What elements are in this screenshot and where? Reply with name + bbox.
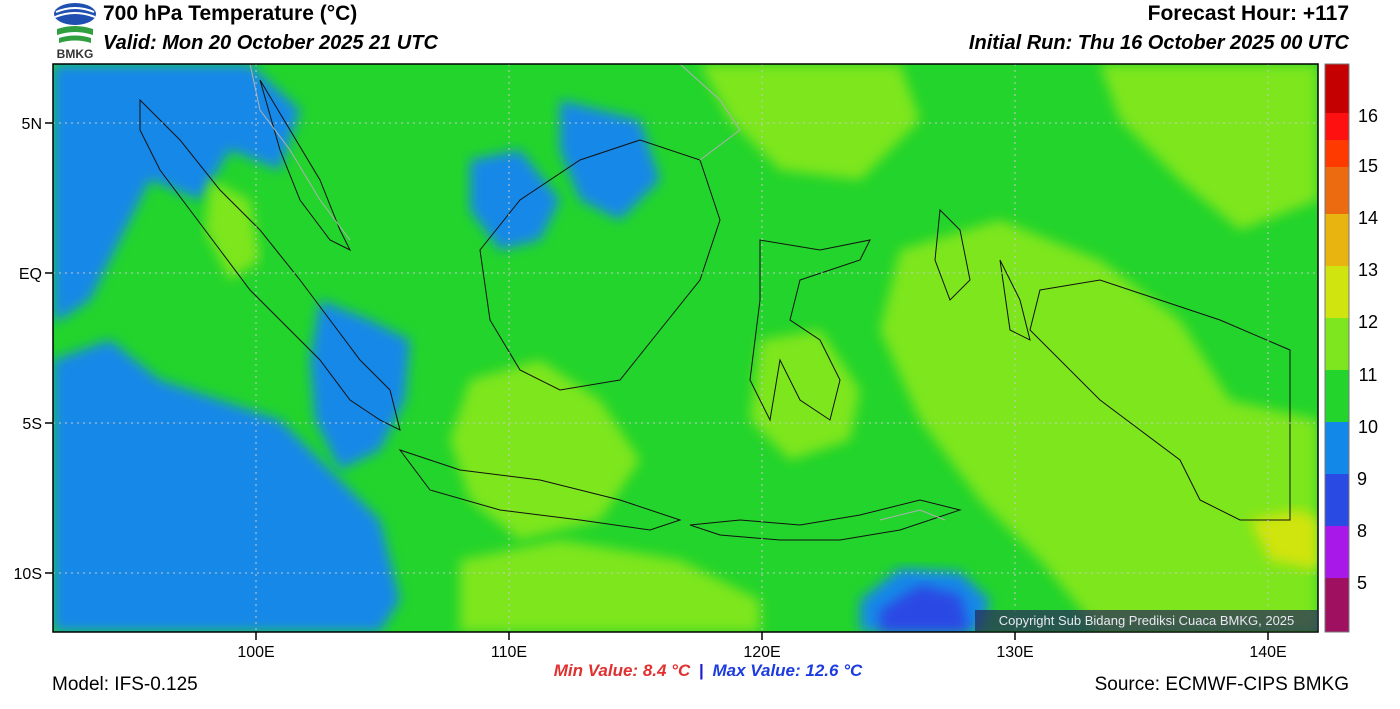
colorbar-label-5: 5 [1357,573,1367,593]
colorbar-band-12 [1325,578,1349,632]
cold-region-sumatra-sea [310,300,410,470]
coast-sulawesi [749,239,871,422]
coast-halmahera [999,259,1031,341]
colorbar-band-5 [1325,214,1349,266]
chart-title: 700 hPa Temperature (°C) [103,2,358,25]
colder-region-timor [880,585,970,632]
lat-label-10s: 10S [14,566,42,583]
coastlines [139,79,1291,541]
warm-region-java-sea [450,360,640,540]
colorbar-label-9: 9 [1357,469,1367,489]
lat-label-5n: 5N [22,116,42,133]
border-indochina [249,64,351,241]
source-label: Source: ECMWF-CIPS BMKG [1094,674,1349,695]
lat-label-5s: 5S [22,416,42,433]
min-max-values: Min Value: 8.4 °C | Max Value: 12.6 °C [0,661,1400,681]
warm-region-east [880,220,1318,632]
colorbar-label-8: 8 [1357,521,1367,541]
forecast-hour: Forecast Hour: +117 [1147,2,1349,25]
colorbar-band-2 [1325,113,1349,140]
colorbar-band-6 [1325,266,1349,318]
map-frame [52,63,1319,633]
lon-label-100e: 100E [237,644,274,661]
cold-region-southwest [53,340,400,632]
lon-label-130e: 130E [996,644,1033,661]
colorbar-frame [1324,63,1350,633]
coast-sumatra [139,98,401,431]
lat-label-eq: EQ [19,266,42,283]
valid-time: Valid: Mon 20 October 2025 21 UTC [103,32,438,54]
coast-java [398,449,682,531]
cold-region-west [53,64,300,320]
colorbar-label-14: 14 [1358,208,1378,228]
border-philippines [679,64,741,161]
warm-region-east-top [1100,64,1318,230]
cold-region-north-borneo [470,150,560,250]
coast-borneo [479,139,721,391]
lon-label-140e: 140E [1249,644,1286,661]
min-value: Min Value: 8.4 °C [553,661,691,680]
colorbar-band-10 [1325,474,1349,526]
warm-region-south-java [460,540,760,632]
colorbar-band-9 [1325,422,1349,474]
colorbar-label-10: 10 [1358,417,1378,437]
country-borders [249,64,946,521]
colorbar-band-8 [1325,370,1349,422]
cold-region-south-china-sea [560,100,660,220]
colorbar-band-4 [1325,167,1349,214]
logo-text: BMKG [57,47,94,60]
coast-papua [1029,279,1291,521]
model-label: Model: IFS-0.125 [52,674,198,695]
max-value: Max Value: 12.6 °C [712,661,863,680]
initial-run: Initial Run: Thu 16 October 2025 00 UTC [968,32,1349,54]
border-timor [879,509,946,521]
colorbar-label-13: 13 [1358,260,1378,280]
coast-malaya [259,79,352,252]
coast-nusa-tenggara [689,499,962,541]
lon-label-110e: 110E [491,644,527,661]
colorbar-band-11 [1325,526,1349,578]
colorbar-band-1 [1325,64,1349,113]
colorbar-label-16: 16 [1358,106,1378,126]
copyright-notice: Copyright Sub Bidang Prediksi Cuaca BMKG… [975,610,1318,631]
colorbar-label-15: 15 [1358,156,1378,176]
colorbar [1324,63,1350,633]
coast-maluku [934,208,971,301]
warm-region-sulawesi [750,330,860,460]
axis-ticks [45,122,1269,640]
colorbar-label-11: 11 [1359,365,1378,385]
warm-region-west-sumatra [205,180,260,280]
colorbar-band-7 [1325,318,1349,370]
warm-region-north [700,64,920,180]
colorbar-label-12: 12 [1358,312,1378,332]
lon-label-120e: 120E [743,644,780,661]
temperature-field [53,64,1318,632]
bmkg-logo: BMKG [54,3,96,60]
hot-region-arafura [1250,510,1318,570]
gridlines [53,64,1318,632]
min-max-separator: | [698,661,704,680]
colorbar-band-3 [1325,140,1349,167]
